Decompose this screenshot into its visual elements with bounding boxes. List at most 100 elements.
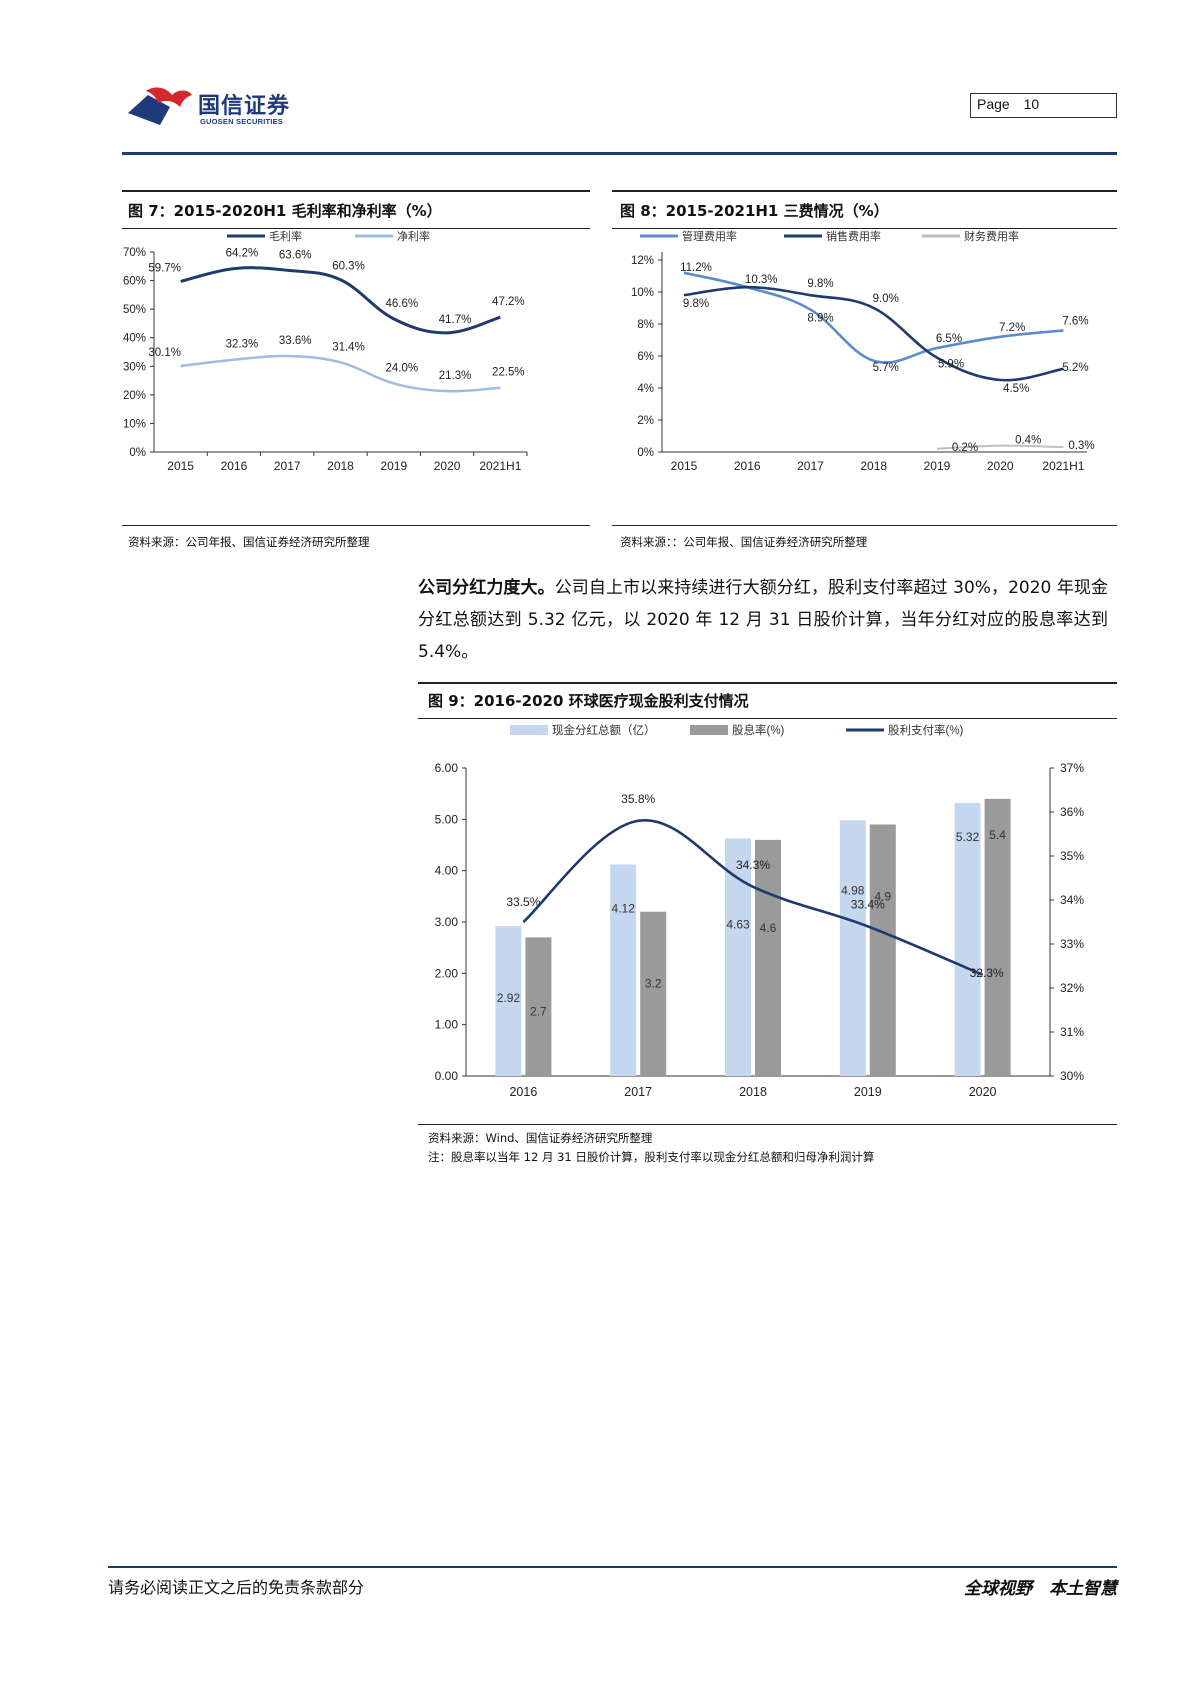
y-tick-label: 4% xyxy=(637,383,654,395)
data-label: 30.1% xyxy=(148,347,181,359)
line-label: 32.3% xyxy=(970,966,1004,980)
legend-label: 净利率 xyxy=(397,230,430,243)
x-tick-label: 2019 xyxy=(854,1085,882,1099)
bar-label: 3.2 xyxy=(645,977,662,991)
y-tick-label: 12% xyxy=(631,255,654,267)
x-tick-label: 2018 xyxy=(860,459,887,473)
fig9-title: 图 9：2016-2020 环球医疗现金股利支付情况 xyxy=(428,692,749,710)
x-tick-label: 2016 xyxy=(734,459,761,473)
line-label: 33.5% xyxy=(506,895,540,909)
series-line xyxy=(683,285,1064,382)
data-label: 11.2% xyxy=(680,262,712,274)
data-label: 32.3% xyxy=(226,339,259,351)
x-tick-label: 2019 xyxy=(924,459,951,473)
data-label: 47.2% xyxy=(492,296,525,308)
y-tick-label: 0% xyxy=(129,447,146,459)
y-tick-label: 10% xyxy=(631,287,654,299)
line-label: 34.3% xyxy=(736,858,770,872)
x-tick-label: 2018 xyxy=(327,459,354,473)
y-tick-label: 2% xyxy=(637,415,654,427)
data-label: 4.5% xyxy=(1003,383,1029,395)
logo-mark xyxy=(126,85,194,127)
data-label: 22.5% xyxy=(492,367,525,379)
bar-dividend-yield xyxy=(755,839,781,1076)
x-tick-label: 2020 xyxy=(434,459,461,473)
y-tick-label: 70% xyxy=(123,247,146,259)
footer-disclaimer: 请务必阅读正文之后的免责条款部分 xyxy=(108,1578,365,1597)
page-label: Page xyxy=(977,96,1010,112)
data-label: 46.6% xyxy=(385,298,418,310)
paragraph-lead: 公司分红力度大。 xyxy=(418,578,555,598)
y-tick-label-left: 1.00 xyxy=(435,1018,459,1032)
data-label: 59.7% xyxy=(148,262,181,274)
data-label: 0.2% xyxy=(952,442,978,454)
paragraph-text: 公司自上市以来持续进行大额分红，股利支付率超过 30%，2020 年现金分红总额… xyxy=(418,578,1109,662)
series-line xyxy=(936,444,1064,450)
legend-label: 销售费用率 xyxy=(826,230,881,243)
legend-swatch xyxy=(690,725,728,735)
bar-cash-dividend xyxy=(610,864,637,1076)
x-tick-label: 2020 xyxy=(987,459,1014,473)
data-label: 0.4% xyxy=(1015,435,1041,447)
y-tick-label: 10% xyxy=(123,418,146,430)
bar-label: 4.98 xyxy=(841,883,865,897)
fig7-title-rule xyxy=(122,228,590,229)
fig8-top-rule xyxy=(612,190,1117,192)
legend-label: 股利支付率(%) xyxy=(888,723,964,737)
x-tick-label: 2021H1 xyxy=(479,459,521,473)
data-label: 21.3% xyxy=(439,370,472,382)
bar-cash-dividend xyxy=(954,802,981,1076)
x-tick-label: 2017 xyxy=(274,459,301,473)
bar-cash-dividend xyxy=(495,926,522,1076)
data-label: 9.0% xyxy=(873,293,899,305)
x-tick-label: 2016 xyxy=(509,1085,537,1099)
y-tick-label-right: 37% xyxy=(1060,761,1084,775)
brand-name: 国信证券 xyxy=(198,94,291,119)
footer-rule xyxy=(108,1566,1117,1568)
data-label: 10.3% xyxy=(745,274,778,286)
y-tick-label-left: 4.00 xyxy=(435,864,459,878)
guosen-logo-icon xyxy=(128,87,192,125)
dividend-paragraph: 公司分红力度大。公司自上市以来持续进行大额分红，股利支付率超过 30%，2020… xyxy=(418,572,1108,668)
data-label: 63.6% xyxy=(279,249,312,261)
y-tick-label-left: 2.00 xyxy=(435,966,459,980)
legend-label: 毛利率 xyxy=(269,230,302,243)
data-label: 5.9% xyxy=(938,359,964,371)
page-number-box: Page 10 xyxy=(970,93,1117,118)
x-tick-label: 2018 xyxy=(739,1085,767,1099)
y-tick-label-right: 33% xyxy=(1060,937,1084,951)
data-label: 9.8% xyxy=(683,298,709,310)
data-label: 33.6% xyxy=(279,335,312,347)
y-tick-label: 8% xyxy=(637,319,654,331)
data-label: 5.2% xyxy=(1062,362,1088,374)
legend-label: 股息率(%) xyxy=(732,723,785,737)
fig9-bottom-rule xyxy=(418,1124,1117,1125)
page-number: 10 xyxy=(1023,96,1040,112)
fig8-chart: 管理费用率 销售费用率 财务费用率 12% 10% 8% 6% 4% 2% 0% 2015 2016 2… xyxy=(631,230,1095,473)
bar-label: 4.63 xyxy=(726,917,750,931)
y-tick-label-right: 35% xyxy=(1060,849,1084,863)
x-tick-label: 2020 xyxy=(969,1085,997,1099)
footer-slogan: 全球视野 本土智慧 xyxy=(964,1579,1117,1599)
fig9-note: 注：股息率以当年 12 月 31 日股价计算，股利支付率以现金分红总额和归母净利… xyxy=(428,1150,875,1164)
bar-dividend-yield xyxy=(869,824,896,1076)
fig9-chart: 现金分红总额（亿） 股息率(%) 股利支付率(%) 6.00 5.00 4.00 3.00 2… xyxy=(435,723,1085,1099)
line-label: 33.4% xyxy=(851,897,885,911)
data-label: 60.3% xyxy=(332,261,365,273)
fig7-chart: 毛利率 净利率 70% 60% 50% 40% 30% 20% 10% 0% 2015 2016 201… xyxy=(123,230,528,473)
fig8-bottom-rule xyxy=(612,525,1117,526)
y-tick-label: 50% xyxy=(123,304,146,316)
legend-label: 财务费用率 xyxy=(964,230,1019,243)
fig9-title-rule xyxy=(418,718,1117,719)
header-rule xyxy=(122,152,1117,155)
fig8-title: 图 8：2015-2021H1 三费情况（%） xyxy=(620,202,889,220)
y-tick-label: 0% xyxy=(637,447,654,459)
fig7-bottom-rule xyxy=(122,525,590,526)
y-tick-label-right: 32% xyxy=(1060,981,1084,995)
data-label: 6.5% xyxy=(936,333,962,345)
data-label: 41.7% xyxy=(439,314,472,326)
data-label: 0.3% xyxy=(1068,440,1094,452)
y-tick-label: 40% xyxy=(123,333,146,345)
y-tick-label-left: 5.00 xyxy=(435,812,459,826)
data-label: 31.4% xyxy=(332,341,365,353)
